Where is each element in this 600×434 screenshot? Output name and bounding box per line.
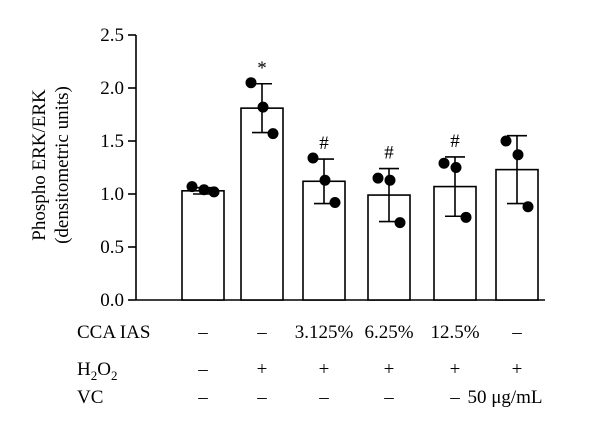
condition-value: +: [450, 359, 461, 380]
significance-marker: #: [319, 133, 329, 154]
condition-table: CCA IAS H2O2 VC – – 3.125% 6.25% 12.5% – – + + + +…: [77, 322, 543, 408]
data-point: [500, 135, 512, 147]
condition-value: +: [512, 359, 523, 380]
data-point: [394, 217, 406, 229]
data-point: [384, 174, 396, 186]
condition-value: –: [449, 387, 460, 408]
data-point: [460, 211, 472, 223]
condition-value: –: [256, 322, 267, 343]
data-point: [198, 184, 210, 196]
bars: * # # #: [181, 58, 539, 301]
data-point: [319, 174, 331, 186]
significance-marker: #: [384, 143, 394, 164]
condition-value: +: [319, 359, 330, 380]
condition-value: 3.125%: [295, 322, 354, 343]
y-tick-label: 2.5: [100, 25, 124, 46]
y-axis-label-line-1: Phospho ERK/ERK: [29, 89, 50, 241]
condition-value: –: [511, 322, 522, 343]
data-point: [245, 77, 257, 89]
y-axis-label: Phospho ERK/ERK (densitometric units): [29, 86, 73, 244]
condition-value: +: [257, 359, 268, 380]
condition-value: –: [197, 359, 208, 380]
condition-value: –: [318, 387, 329, 408]
data-point: [372, 172, 384, 184]
y-tick-label: 0.0: [100, 290, 124, 311]
condition-value: 50 μg/mL: [467, 387, 542, 408]
significance-marker: #: [450, 131, 460, 152]
condition-value: +: [384, 359, 395, 380]
condition-value: –: [197, 387, 208, 408]
y-tick-label: 1.5: [100, 131, 124, 152]
data-point: [186, 181, 198, 193]
condition-label-h2o2: H2O2: [77, 359, 117, 383]
condition-value: 6.25%: [364, 322, 413, 343]
data-point: [208, 186, 220, 198]
condition-label-vc: VC: [77, 387, 103, 408]
y-tick-label: 1.0: [100, 184, 124, 205]
y-tick-label: 2.0: [100, 78, 124, 99]
data-point: [450, 162, 462, 173]
data-point: [257, 101, 269, 113]
y-tick-label: 0.5: [100, 237, 124, 258]
y-axis-label-line-2: (densitometric units): [52, 86, 73, 244]
condition-value: 12.5%: [430, 322, 479, 343]
data-point: [267, 128, 279, 140]
condition-value: –: [383, 387, 394, 408]
condition-value: –: [256, 387, 267, 408]
bar: [181, 190, 225, 301]
condition-value: –: [197, 322, 208, 343]
data-point: [512, 149, 524, 161]
data-point: [522, 201, 534, 213]
data-point: [307, 152, 319, 164]
condition-label-cca-ias: CCA IAS: [77, 322, 150, 343]
data-point: [329, 196, 341, 208]
data-point: [438, 157, 450, 169]
significance-marker: *: [257, 58, 267, 79]
